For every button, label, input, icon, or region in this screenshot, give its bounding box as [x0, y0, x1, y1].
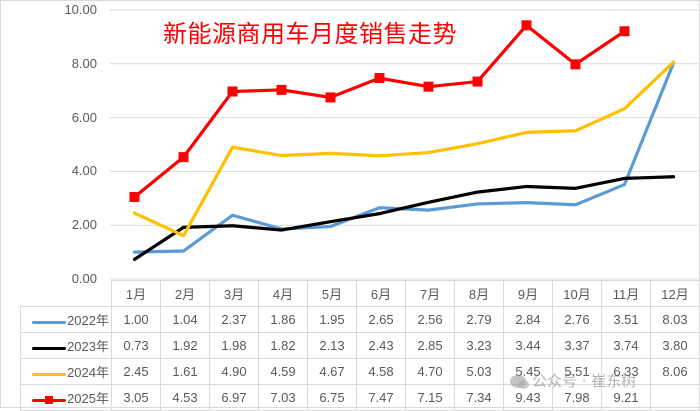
table-header-row: 1月 2月 3月 4月 5月 6月 7月 8月 9月 10月 11月 12月	[20, 280, 700, 307]
wechat-icon	[510, 375, 529, 389]
table-cell: 3.37	[552, 332, 602, 359]
table-cell: 0.73	[111, 332, 161, 359]
table-cell: 1.95	[307, 306, 357, 333]
table-cell: 1.98	[209, 332, 259, 359]
table-cell: 1.82	[258, 332, 308, 359]
table-cell: 6.33	[601, 358, 651, 385]
col-header: 10月	[552, 280, 602, 307]
table-cell: 1.86	[258, 306, 308, 333]
square-marker-legend-icon	[32, 395, 67, 405]
line-legend-icon	[32, 343, 67, 353]
table-cell: 8.06	[650, 358, 700, 385]
table-cell: 4.53	[160, 384, 210, 411]
table-cell: 6.75	[307, 384, 357, 411]
table-cell: 3.05	[111, 384, 161, 411]
table-cell: 2.56	[405, 306, 455, 333]
col-header: 5月	[307, 280, 357, 307]
table-cell: 7.34	[454, 384, 504, 411]
table-cell: 7.15	[405, 384, 455, 411]
table-cell: 8.03	[650, 306, 700, 333]
table-cell: 2.79	[454, 306, 504, 333]
col-header: 4月	[258, 280, 308, 307]
legend-2022: 2022年	[20, 306, 112, 333]
col-header: 2月	[160, 280, 210, 307]
y-tick-10: 10.00	[64, 2, 97, 17]
col-header: 3月	[209, 280, 259, 307]
plot-area	[110, 9, 698, 280]
table-cell: 3.74	[601, 332, 651, 359]
legend-2023: 2023年	[20, 332, 112, 359]
data-point-marker	[325, 92, 336, 103]
table-cell: 4.58	[356, 358, 406, 385]
table-cell: 1.61	[160, 358, 210, 385]
col-header: 7月	[405, 280, 455, 307]
data-point-marker	[178, 152, 189, 163]
col-header: 9月	[503, 280, 553, 307]
table-cell: 1.00	[111, 306, 161, 333]
y-tick-2: 2.00	[71, 217, 97, 232]
data-point-marker	[374, 73, 385, 84]
table-cell: 2.45	[111, 358, 161, 385]
line-legend-icon	[32, 317, 67, 327]
col-header: 11月	[601, 280, 651, 307]
table-cell: 2.43	[356, 332, 406, 359]
data-table: 1月 2月 3月 4月 5月 6月 7月 8月 9月 10月 11月 12月 2…	[20, 280, 700, 411]
y-tick-4: 4.00	[71, 163, 97, 178]
series-line-2024年	[132, 60, 676, 238]
data-point-marker	[276, 84, 287, 95]
table-cell: 6.97	[209, 384, 259, 411]
table-cell: 3.51	[601, 306, 651, 333]
data-point-marker	[423, 81, 434, 92]
table-cell: 3.23	[454, 332, 504, 359]
data-point-marker	[570, 59, 581, 70]
table-cell: 1.04	[160, 306, 210, 333]
data-point-marker	[619, 26, 630, 37]
table-cell: 4.70	[405, 358, 455, 385]
legend-2024: 2024年	[20, 358, 112, 385]
table-cell: 3.80	[650, 332, 700, 359]
table-corner	[20, 280, 112, 307]
table-cell: 2.13	[307, 332, 357, 359]
series-line-2022年	[132, 61, 676, 254]
table-cell: 4.90	[209, 358, 259, 385]
table-cell: 2.37	[209, 306, 259, 333]
table-cell: 1.92	[160, 332, 210, 359]
table-cell: 3.44	[503, 332, 553, 359]
legend-2025: 2025年	[20, 384, 112, 411]
table-row: 2022年 1.00 1.04 2.37 1.86 1.95 2.65 2.56…	[20, 306, 700, 333]
table-cell: 2.84	[503, 306, 553, 333]
table-cell: 5.03	[454, 358, 504, 385]
data-point-marker	[521, 20, 532, 31]
series-line-2023年	[132, 175, 676, 261]
table-cell: 4.59	[258, 358, 308, 385]
col-header: 1月	[111, 280, 161, 307]
table-cell: 4.67	[307, 358, 357, 385]
table-cell: 7.47	[356, 384, 406, 411]
table-row: 2023年 0.73 1.92 1.98 1.82 2.13 2.43 2.85…	[20, 332, 700, 359]
table-cell: 2.65	[356, 306, 406, 333]
col-header: 8月	[454, 280, 504, 307]
table-cell: 2.85	[405, 332, 455, 359]
data-point-marker	[129, 191, 140, 202]
table-row: 2025年 3.05 4.53 6.97 7.03 6.75 7.47 7.15…	[20, 384, 700, 411]
y-tick-8: 8.00	[71, 56, 97, 71]
table-cell	[650, 384, 700, 411]
table-cell: 7.03	[258, 384, 308, 411]
data-point-marker	[227, 86, 238, 97]
data-point-marker	[472, 76, 483, 87]
line-legend-icon	[32, 369, 67, 379]
col-header: 6月	[356, 280, 406, 307]
series-lines	[129, 20, 676, 261]
watermark: 公众号 · 崔东树	[510, 370, 636, 391]
table-cell: 9.43	[503, 384, 553, 411]
col-header: 12月	[650, 280, 700, 307]
table-cell: 2.76	[552, 306, 602, 333]
y-tick-6: 6.00	[71, 110, 97, 125]
chart-title: 新能源商用车月度销售走势	[163, 20, 457, 48]
